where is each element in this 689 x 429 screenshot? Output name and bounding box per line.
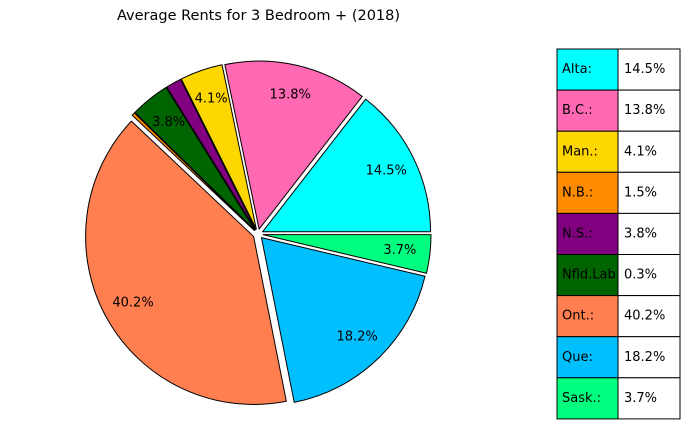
table-row-value: 18.2% [624, 350, 665, 365]
table-row-value: 3.8% [624, 226, 657, 241]
table-row-value: 4.1% [624, 144, 657, 159]
pie-slice-que [260, 237, 426, 403]
table-row-label: Sask.: [562, 391, 601, 406]
table-row-value: 0.3% [624, 268, 657, 283]
legend-table: Alta: 14.5% B.C.: 13.8% Man.: 4.1% N.B.: 1.5% N.… [556, 48, 681, 420]
table-row-label: N.S.: [562, 226, 593, 241]
pie-value-label: 14.5% [366, 164, 407, 179]
table-row-label: Man.: [562, 144, 598, 159]
pie-value-labels: 14.5% 13.8% 4.1% 3.8% 40.2% 18.2% 3.7% [112, 87, 416, 344]
pie-slice-nfld-lab [131, 112, 255, 232]
pie-slice-man [180, 64, 257, 230]
table-row-label: B.C.: [562, 103, 593, 118]
table-row-label: Nfld.Lab [562, 268, 616, 283]
table-row-label: Alta: [562, 62, 592, 77]
table-value-cell [617, 171, 681, 214]
table-color-cell [556, 336, 619, 379]
table-row-value: 3.7% [624, 391, 657, 406]
pie-value-label: 13.8% [270, 87, 311, 102]
table-color-cell [556, 254, 619, 297]
pie-slice-ont [85, 120, 287, 405]
pie-value-label: 40.2% [112, 296, 153, 311]
pie-value-label: 3.7% [383, 243, 416, 258]
table-value-cell [617, 130, 681, 173]
table-row-value: 13.8% [624, 103, 665, 118]
table-color-cell [556, 130, 619, 173]
table-value-cell [617, 254, 681, 297]
table-value-cell [617, 377, 681, 420]
table-color-cell [556, 171, 619, 214]
table-value-cell [617, 212, 681, 255]
pie-slice-n-b [166, 78, 257, 231]
table-row-label: Ont.: [562, 309, 594, 324]
pie-value-label: 18.2% [336, 329, 377, 344]
pie-value-label: 3.8% [152, 115, 185, 130]
table-row-value: 1.5% [624, 185, 657, 200]
table-row-label: Que: [562, 350, 593, 365]
table-row-value: 14.5% [624, 62, 665, 77]
pie-slice-sask [262, 234, 432, 274]
table-value-cell [617, 89, 681, 132]
pie-value-label: 4.1% [195, 92, 228, 107]
pie-slice-alta [262, 98, 432, 233]
pie-slices [85, 60, 432, 405]
table-color-cell [556, 212, 619, 255]
table-row-value: 40.2% [624, 309, 665, 324]
table-value-cell [617, 48, 681, 91]
pie-slice-b-c [224, 60, 363, 230]
table-color-cell [556, 377, 619, 420]
pie-slice-n-s [134, 86, 256, 231]
chart-title: Average Rents for 3 Bedroom + (2018) [116, 8, 401, 24]
table-color-cell [556, 295, 619, 338]
table-row-label: N.B.: [562, 185, 593, 200]
